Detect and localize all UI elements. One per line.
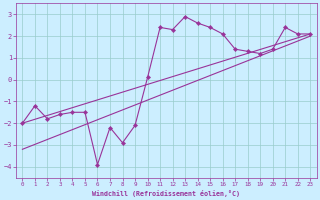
X-axis label: Windchill (Refroidissement éolien,°C): Windchill (Refroidissement éolien,°C) xyxy=(92,190,240,197)
